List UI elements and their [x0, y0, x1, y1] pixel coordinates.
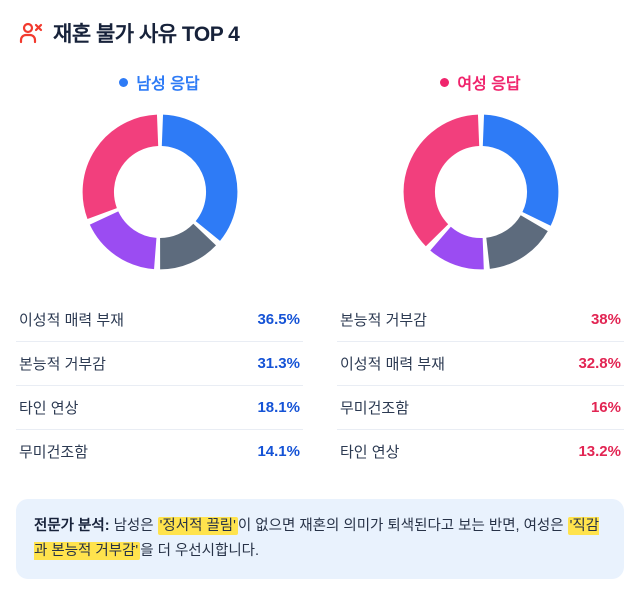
page-title: 재혼 불가 사유 TOP 4	[53, 23, 240, 46]
person-x-icon	[18, 20, 44, 46]
row-value: 38%	[590, 311, 621, 328]
male-legend-label: 남성 응답	[136, 76, 200, 93]
row-value: 16%	[590, 399, 621, 416]
table-row: 본능적 거부감 31.3%	[16, 342, 303, 386]
female-legend-label: 여성 응답	[457, 76, 521, 93]
male-donut-chart	[82, 114, 237, 270]
table-row: 이성적 매력 부재 36.5%	[16, 298, 303, 342]
row-label: 타인 연상	[340, 444, 400, 461]
male-column: 남성 응답 이성적 매력 부재 36.5% 본능적 거부감 31.3% 타인 연…	[16, 68, 303, 473]
row-label: 무미건조함	[340, 400, 410, 417]
table-row: 타인 연상 18.1%	[16, 386, 303, 430]
row-label: 이성적 매력 부재	[19, 312, 124, 329]
male-legend: 남성 응답	[16, 70, 303, 94]
female-donut-wrap	[337, 106, 624, 278]
table-row: 무미건조함 14.1%	[16, 430, 303, 473]
female-column: 여성 응답 본능적 거부감 38% 이성적 매력 부재 32.8% 무미건조함 …	[337, 68, 624, 473]
analysis-text: 을 더 우선시합니다.	[140, 542, 260, 559]
expert-analysis-box: 전문가 분석: 남성은 '정서적 끌림' 이 없으면 재혼의 의미가 퇴색된다고 …	[16, 499, 624, 579]
male-legend-dot-icon	[119, 77, 129, 87]
analysis-text: 남성은	[109, 518, 158, 534]
table-row: 타인 연상 13.2%	[337, 430, 624, 473]
header: 재혼 불가 사유 TOP 4	[18, 18, 624, 48]
row-label: 타인 연상	[19, 400, 79, 417]
table-row: 무미건조함 16%	[337, 386, 624, 430]
male-rows: 이성적 매력 부재 36.5% 본능적 거부감 31.3% 타인 연상 18.1…	[16, 298, 303, 473]
female-legend-dot-icon	[440, 77, 450, 87]
row-value: 13.2%	[578, 443, 621, 460]
female-rows: 본능적 거부감 38% 이성적 매력 부재 32.8% 무미건조함 16% 타인…	[337, 298, 624, 473]
analysis-label: 전문가 분석:	[34, 518, 110, 534]
analysis-highlight: '정서적 끌림'	[157, 517, 238, 535]
row-value: 14.1%	[257, 443, 300, 460]
female-donut-chart	[403, 114, 558, 270]
analysis-text: 이 없으면 재혼의 의미가 퇴색된다고 보는 반면, 여성은	[237, 518, 568, 534]
table-row: 본능적 거부감 38%	[337, 298, 624, 342]
charts-grid: 남성 응답 이성적 매력 부재 36.5% 본능적 거부감 31.3% 타인 연…	[16, 68, 624, 473]
row-value: 18.1%	[257, 399, 300, 416]
row-label: 무미건조함	[19, 444, 89, 461]
male-donut-wrap	[16, 106, 303, 278]
row-label: 본능적 거부감	[340, 312, 427, 329]
row-label: 본능적 거부감	[19, 356, 106, 373]
row-value: 32.8%	[578, 355, 621, 372]
female-legend: 여성 응답	[337, 70, 624, 94]
row-label: 이성적 매력 부재	[340, 356, 445, 373]
row-value: 31.3%	[257, 355, 300, 372]
table-row: 이성적 매력 부재 32.8%	[337, 342, 624, 386]
row-value: 36.5%	[257, 311, 300, 328]
